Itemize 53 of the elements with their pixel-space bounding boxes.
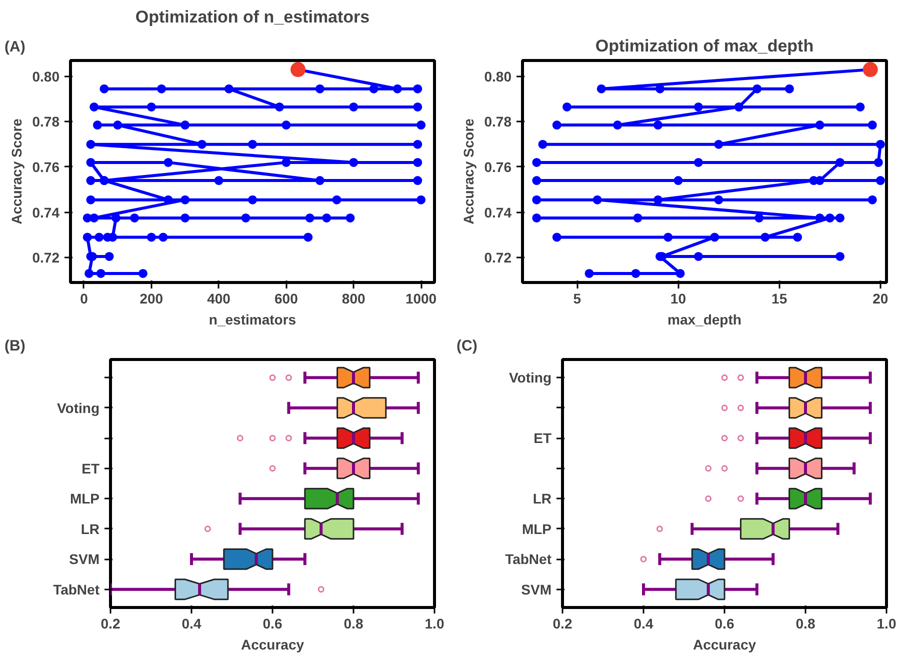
- y-tick-label: ET: [82, 460, 100, 476]
- y-tick-label: 0.78: [32, 114, 60, 130]
- x-tick-label: 0.2: [552, 616, 572, 632]
- text: (A): [4, 38, 26, 56]
- text: (C): [456, 338, 478, 354]
- y-tick-label: 0.72: [484, 250, 512, 266]
- chart-title: Optimization of n_estimators: [135, 8, 370, 26]
- y-tick-label: Voting: [508, 370, 552, 386]
- x-tick-label: 5: [573, 290, 582, 306]
- x-tick-label: 600: [274, 290, 298, 306]
- x-tick-label: 1.0: [876, 616, 896, 632]
- x-tick-label: 200: [140, 290, 164, 306]
- y-tick-label: 0.80: [32, 68, 60, 84]
- x-tick-label: 15: [772, 290, 788, 306]
- x-axis-title: Accuracy: [240, 636, 304, 652]
- y-tick-label: MLP: [522, 520, 552, 537]
- y-tick-label: ET: [534, 430, 552, 446]
- x-tick-label: 20: [872, 290, 888, 306]
- x-tick-label: 0.6: [262, 616, 282, 632]
- chart-title: Optimization of max_depth: [595, 36, 814, 56]
- x-tick-label: 0.4: [634, 616, 654, 632]
- x-tick-label: 400: [207, 290, 231, 306]
- y-tick-label: TabNet: [505, 551, 552, 568]
- y-tick-label: 0.76: [32, 158, 60, 175]
- x-tick-label: 1000: [405, 290, 437, 306]
- x-tick-label: 0: [80, 290, 88, 306]
- y-tick-label: MLP: [70, 490, 100, 507]
- x-tick-label: 800: [342, 290, 366, 306]
- x-tick-label: 0.2: [100, 616, 120, 632]
- y-tick-label: SVM: [69, 551, 100, 568]
- x-axis-title: Accuracy: [692, 636, 756, 652]
- x-tick-label: 0.6: [714, 616, 734, 632]
- x-axis-title: max_depth: [668, 312, 742, 328]
- x-axis-title: n_estimators: [208, 312, 296, 328]
- y-tick-label: 0.74: [32, 204, 60, 220]
- x-tick-label: 1.0: [424, 616, 444, 632]
- x-tick-label: 0.4: [182, 616, 202, 632]
- y-tick-label: 0.72: [32, 250, 60, 266]
- y-tick-label: TabNet: [53, 581, 100, 598]
- y-tick-label: SVM: [521, 581, 552, 598]
- y-tick-label: LR: [80, 520, 100, 537]
- y-tick-label: 0.76: [484, 158, 512, 175]
- y-tick-label: Voting: [56, 400, 100, 416]
- y-tick-label: 0.80: [484, 68, 512, 84]
- y-axis-title: Accuracy Score: [8, 118, 24, 224]
- x-tick-label: 0.8: [796, 616, 816, 632]
- x-tick-label: 10: [670, 290, 686, 306]
- y-tick-label: 0.78: [484, 114, 512, 130]
- x-tick-label: 0.8: [344, 616, 364, 632]
- y-tick-label: 0.74: [484, 204, 512, 220]
- text: (B): [4, 338, 26, 354]
- y-axis-title: Accuracy Score: [460, 118, 476, 224]
- y-tick-label: LR: [532, 490, 552, 507]
